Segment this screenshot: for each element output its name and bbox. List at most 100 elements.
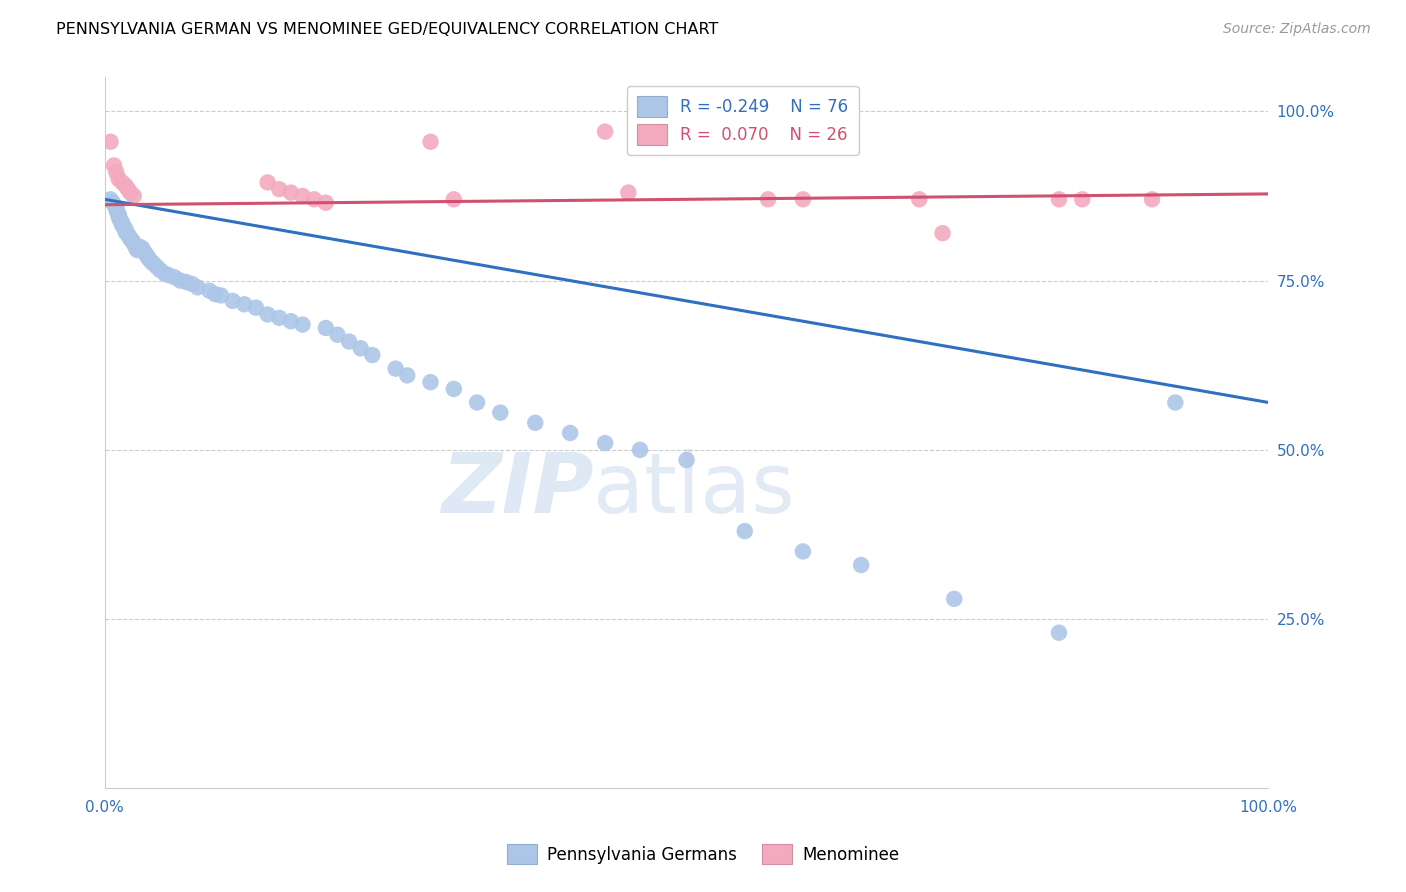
Point bbox=[120, 233, 142, 247]
Point bbox=[361, 348, 384, 362]
Point bbox=[560, 425, 582, 440]
Point bbox=[675, 453, 697, 467]
Point bbox=[384, 361, 406, 376]
Point bbox=[187, 280, 209, 294]
Point bbox=[117, 182, 139, 196]
Point bbox=[141, 254, 163, 268]
Point bbox=[107, 206, 129, 220]
Point bbox=[1047, 625, 1070, 640]
Point bbox=[108, 212, 131, 227]
Legend: Pennsylvania Germans, Menominee: Pennsylvania Germans, Menominee bbox=[501, 838, 905, 871]
Point bbox=[108, 211, 131, 226]
Text: PENNSYLVANIA GERMAN VS MENOMINEE GED/EQUIVALENCY CORRELATION CHART: PENNSYLVANIA GERMAN VS MENOMINEE GED/EQU… bbox=[56, 22, 718, 37]
Point bbox=[396, 368, 419, 383]
Point bbox=[489, 406, 512, 420]
Point bbox=[169, 274, 191, 288]
Point bbox=[146, 260, 169, 274]
Text: ZIP: ZIP bbox=[441, 450, 593, 531]
Point bbox=[117, 227, 139, 242]
Point bbox=[114, 220, 136, 235]
Point bbox=[269, 310, 291, 325]
Point bbox=[128, 240, 150, 254]
Point bbox=[111, 218, 134, 232]
Point bbox=[136, 250, 159, 264]
Point bbox=[443, 192, 465, 206]
Point bbox=[111, 216, 134, 230]
Point bbox=[245, 301, 267, 315]
Point bbox=[198, 284, 221, 298]
Point bbox=[269, 182, 291, 196]
Point bbox=[233, 297, 256, 311]
Point bbox=[153, 267, 176, 281]
Point bbox=[157, 268, 180, 282]
Point bbox=[124, 238, 146, 252]
Point bbox=[337, 334, 360, 349]
Point bbox=[107, 172, 129, 186]
Point bbox=[204, 287, 226, 301]
Point bbox=[291, 318, 314, 332]
Point bbox=[120, 231, 142, 245]
Point bbox=[138, 252, 160, 266]
Point bbox=[256, 308, 278, 322]
Point bbox=[110, 214, 132, 228]
Point bbox=[142, 257, 165, 271]
Point bbox=[280, 186, 302, 200]
Point bbox=[131, 241, 153, 255]
Point bbox=[105, 201, 128, 215]
Point bbox=[792, 544, 814, 558]
Point bbox=[593, 436, 616, 450]
Point bbox=[302, 192, 325, 206]
Point bbox=[443, 382, 465, 396]
Point bbox=[593, 125, 616, 139]
Point bbox=[125, 241, 148, 255]
Point bbox=[112, 219, 135, 234]
Point bbox=[280, 314, 302, 328]
Point bbox=[221, 293, 243, 308]
Point bbox=[792, 192, 814, 206]
Point bbox=[121, 235, 143, 249]
Point bbox=[114, 223, 136, 237]
Point bbox=[122, 236, 145, 251]
Point bbox=[931, 226, 953, 240]
Point bbox=[105, 202, 128, 217]
Point bbox=[756, 192, 779, 206]
Point bbox=[943, 591, 966, 606]
Point bbox=[628, 442, 651, 457]
Point bbox=[114, 178, 136, 193]
Point bbox=[114, 225, 136, 239]
Point bbox=[524, 416, 547, 430]
Point bbox=[1140, 192, 1163, 206]
Point bbox=[100, 192, 122, 206]
Point bbox=[163, 270, 186, 285]
Point bbox=[291, 189, 314, 203]
Point bbox=[1164, 395, 1187, 409]
Point bbox=[419, 135, 441, 149]
Legend: R = -0.249    N = 76, R =  0.070    N = 26: R = -0.249 N = 76, R = 0.070 N = 26 bbox=[627, 86, 859, 155]
Point bbox=[107, 207, 129, 221]
Point bbox=[107, 209, 129, 223]
Point bbox=[849, 558, 872, 572]
Point bbox=[465, 395, 488, 409]
Point bbox=[1071, 192, 1094, 206]
Point bbox=[315, 195, 337, 210]
Point bbox=[1047, 192, 1070, 206]
Point bbox=[118, 229, 141, 244]
Point bbox=[734, 524, 756, 538]
Point bbox=[115, 226, 138, 240]
Point bbox=[111, 175, 134, 189]
Point bbox=[127, 243, 149, 257]
Text: Source: ZipAtlas.com: Source: ZipAtlas.com bbox=[1223, 22, 1371, 37]
Text: atlas: atlas bbox=[593, 450, 796, 531]
Point bbox=[174, 275, 197, 289]
Point bbox=[132, 243, 155, 257]
Point bbox=[326, 327, 349, 342]
Point bbox=[120, 186, 142, 200]
Point bbox=[315, 321, 337, 335]
Point bbox=[104, 199, 127, 213]
Point bbox=[101, 195, 124, 210]
Point bbox=[105, 165, 128, 179]
Point bbox=[122, 189, 145, 203]
Point bbox=[908, 192, 931, 206]
Point bbox=[149, 263, 172, 277]
Point bbox=[419, 375, 441, 389]
